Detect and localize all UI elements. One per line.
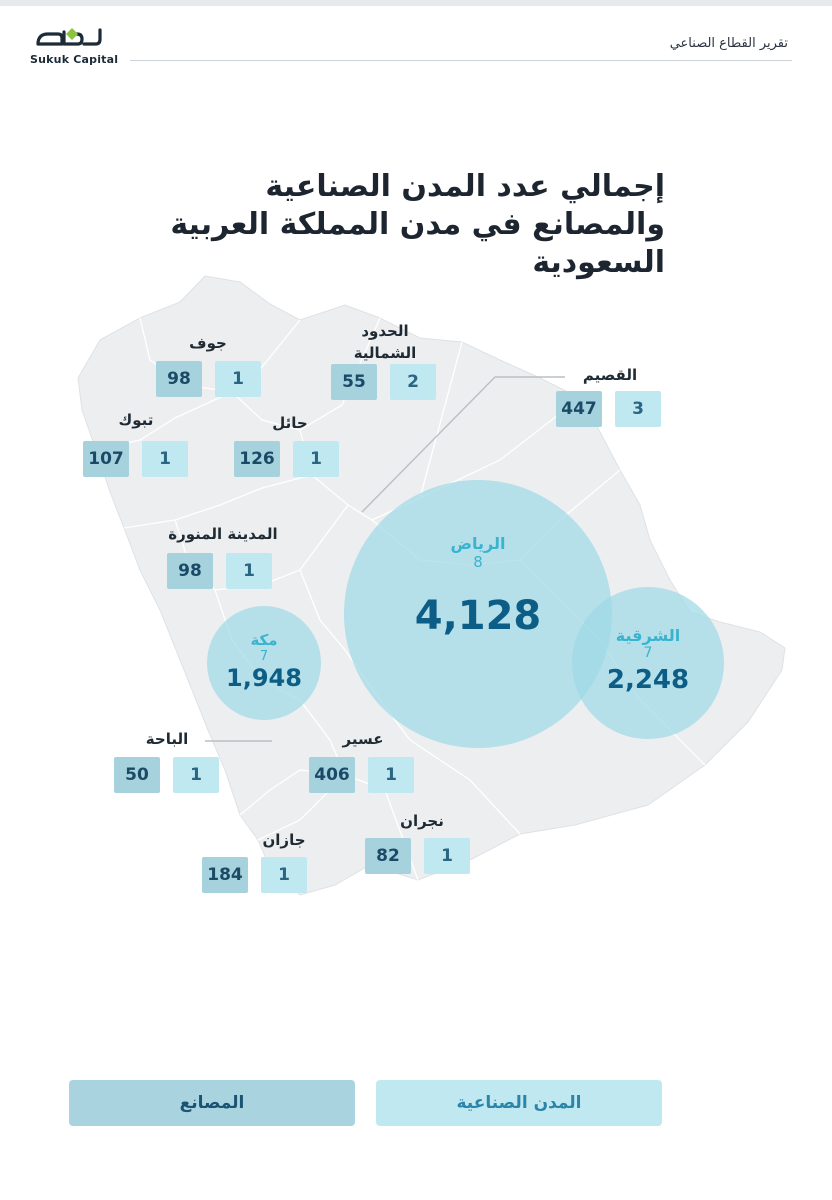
eastern-industrial-cities: 7 bbox=[643, 645, 653, 661]
makkah-name: مكة bbox=[250, 631, 278, 649]
region-label-jazan: جازان bbox=[262, 831, 306, 849]
madinah-industrial-cities: 1 bbox=[226, 553, 272, 589]
riyadh-factories: 4,128 bbox=[414, 593, 542, 639]
riyadh-name: الرياض bbox=[450, 534, 506, 553]
region-label-najran: نجران bbox=[400, 812, 444, 830]
riyadh-industrial-cities: 8 bbox=[473, 553, 483, 571]
jazan-industrial-cities: 1 bbox=[261, 857, 307, 893]
asir-industrial-cities: 1 bbox=[368, 757, 414, 793]
najran-industrial-cities: 1 bbox=[424, 838, 470, 874]
header-divider bbox=[130, 60, 792, 61]
jouf-factories: 98 bbox=[156, 361, 202, 397]
eastern-name: الشرقية bbox=[615, 626, 681, 645]
hail-industrial-cities: 1 bbox=[293, 441, 339, 477]
region-label-northern-borders: الحدود الشمالية bbox=[353, 322, 417, 362]
madinah-factories: 98 bbox=[167, 553, 213, 589]
qassim-factories: 447 bbox=[556, 391, 602, 427]
makkah-factories: 1,948 bbox=[226, 664, 302, 692]
qassim-industrial-cities: 3 bbox=[615, 391, 661, 427]
page-title: إجمالي عدد المدن الصناعية والمصانع في مد… bbox=[170, 169, 665, 280]
region-label-qassim: القصيم bbox=[582, 366, 638, 384]
region-label-baha: الباحة bbox=[145, 730, 189, 748]
riyadh-leader-line bbox=[361, 376, 565, 513]
riyadh-circle bbox=[344, 480, 612, 748]
report-title: تقرير القطاع الصناعي bbox=[669, 36, 788, 51]
makkah-circle bbox=[207, 606, 321, 720]
eastern-factories: 2,248 bbox=[606, 665, 690, 695]
region-label-tabuk: تبوك bbox=[118, 411, 154, 429]
region-label-asir: عسير bbox=[342, 730, 384, 748]
jazan-factories: 184 bbox=[202, 857, 248, 893]
jouf-industrial-cities: 1 bbox=[215, 361, 261, 397]
legend-industrial-cities: المدن الصناعية bbox=[376, 1080, 662, 1126]
eastern-circle bbox=[572, 587, 724, 739]
top-bar bbox=[0, 0, 832, 6]
region-label-hail: حائل bbox=[272, 414, 308, 432]
tabuk-industrial-cities: 1 bbox=[142, 441, 188, 477]
makkah-bubble-text: مكة 7 1,948 bbox=[214, 631, 314, 692]
region-label-madinah: المدينة المنورة bbox=[168, 525, 278, 543]
hail-factories: 126 bbox=[234, 441, 280, 477]
baha-factories: 50 bbox=[114, 757, 160, 793]
asir-factories: 406 bbox=[309, 757, 355, 793]
makkah-industrial-cities: 7 bbox=[259, 649, 269, 664]
legend-factories: المصانع bbox=[69, 1080, 355, 1126]
logo-latin: Sukuk Capital bbox=[30, 53, 119, 66]
northern-borders-industrial-cities: 2 bbox=[390, 364, 436, 400]
eastern-bubble-text: الشرقية 7 2,248 bbox=[588, 626, 708, 695]
baha-industrial-cities: 1 bbox=[173, 757, 219, 793]
tabuk-factories: 107 bbox=[83, 441, 129, 477]
najran-factories: 82 bbox=[365, 838, 411, 874]
northern-borders-factories: 55 bbox=[331, 364, 377, 400]
region-label-jouf: جوف bbox=[189, 334, 227, 352]
riyadh-bubble-text: الرياض 8 4,128 bbox=[398, 534, 558, 639]
logo-mark bbox=[36, 28, 102, 46]
